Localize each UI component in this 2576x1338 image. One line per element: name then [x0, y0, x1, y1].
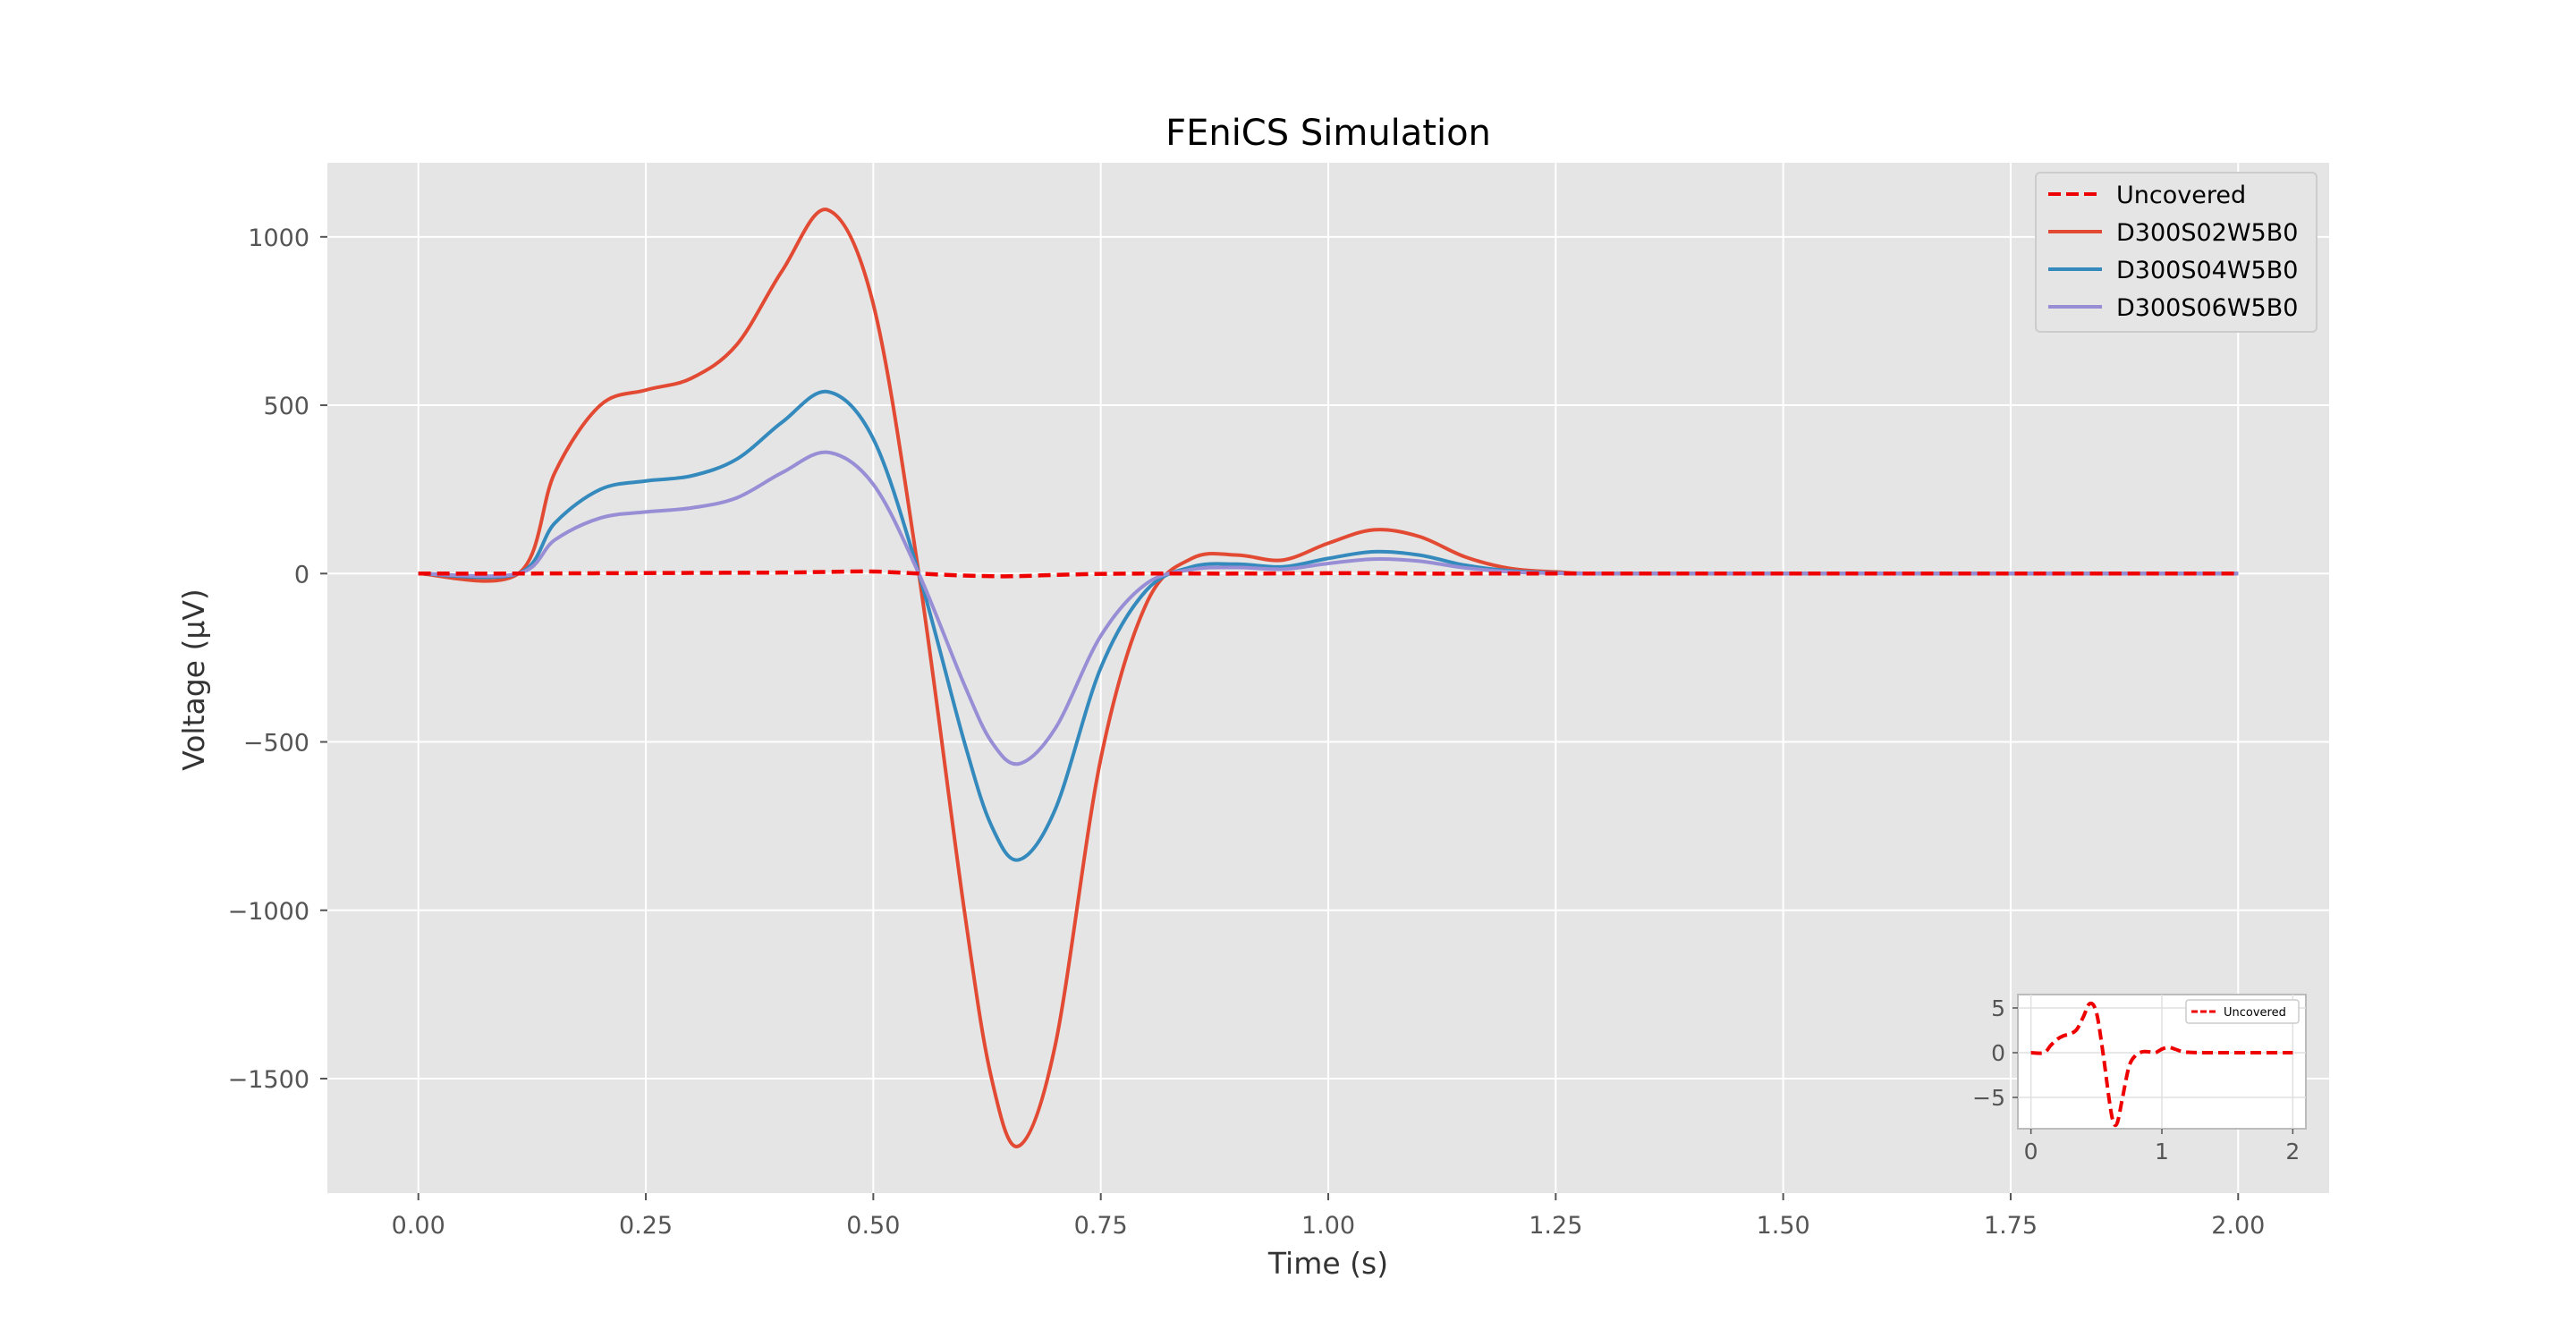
- x-tick-label: 1.25: [1529, 1212, 1582, 1240]
- chart-title: FEniCS Simulation: [1165, 113, 1491, 154]
- x-tick-label: 0.25: [619, 1212, 673, 1240]
- x-tick-label: 2.00: [2211, 1212, 2265, 1240]
- inset-y-tick-label: 0: [1991, 1040, 2005, 1066]
- inset-legend-frame: [2185, 999, 2300, 1024]
- inset-y-tick-labels: 5 0 −5: [1972, 995, 2018, 1111]
- x-tick-label: 0.75: [1074, 1212, 1128, 1240]
- legend-entry-d300s04w5b0: D300S04W5B0: [2048, 257, 2298, 284]
- x-axis-label: Time (s): [1267, 1246, 1388, 1281]
- legend-frame: [2035, 172, 2318, 333]
- x-tick-label: 0.00: [392, 1212, 445, 1240]
- y-tick-label: −1000: [228, 898, 309, 926]
- inset-x-tick-labels: 0 1 2: [2024, 1129, 2300, 1164]
- y-axis-label: Voltage (μV): [176, 589, 211, 771]
- y-tick-labels: 1000 500 0 −500 −1000 −1500: [228, 224, 327, 1094]
- legend-label-uncovered: Uncovered: [2116, 182, 2246, 209]
- legend-label-d300s02w5b0: D300S02W5B0: [2116, 219, 2298, 247]
- inset-y-tick-label: 5: [1991, 995, 2005, 1021]
- x-tick-label: 0.50: [846, 1212, 900, 1240]
- inset-x-tick-label: 0: [2024, 1139, 2038, 1164]
- y-tick-label: −500: [243, 730, 309, 758]
- inset-y-tick-label: −5: [1972, 1085, 2005, 1111]
- x-tick-label: 1.00: [1301, 1212, 1355, 1240]
- x-tick-labels: 0.00 0.25 0.50 0.75 1.00 1.25 1.50 1.75 2.00: [392, 1193, 2265, 1240]
- inset-legend-label-uncovered: Uncovered: [2224, 1006, 2286, 1020]
- y-tick-label: −1500: [228, 1066, 309, 1094]
- legend-label-d300s04w5b0: D300S04W5B0: [2116, 257, 2298, 284]
- x-tick-label: 1.75: [1984, 1212, 2038, 1240]
- x-tick-label: 1.50: [1757, 1212, 1810, 1240]
- inset-x-tick-label: 1: [2155, 1139, 2169, 1164]
- main-axes: 0.00 0.25 0.50 0.75 1.00 1.25 1.50 1.75 2.00 100…: [228, 163, 2329, 1240]
- series-line-d300s02w5b0: [418, 207, 2239, 1148]
- y-tick-label: 1000: [248, 224, 309, 252]
- y-tick-label: 500: [263, 393, 309, 420]
- series-lines: [418, 207, 2239, 1148]
- y-tick-label: 0: [294, 561, 309, 589]
- inset-axes: 0 1 2 5 0 −5 Uncovered: [1972, 994, 2307, 1164]
- inset-x-tick-label: 2: [2285, 1139, 2300, 1164]
- legend-entry-uncovered: Uncovered: [2048, 182, 2246, 209]
- legend: Uncovered D300S02W5B0 D300S04W5B0 D300S0…: [2035, 172, 2318, 333]
- legend-entry-d300s02w5b0: D300S02W5B0: [2048, 219, 2298, 247]
- legend-label-d300s06w5b0: D300S06W5B0: [2116, 294, 2298, 322]
- legend-entry-d300s06w5b0: D300S06W5B0: [2048, 294, 2298, 322]
- series-line-uncovered: [418, 569, 2239, 579]
- inset-legend: Uncovered: [2185, 999, 2300, 1024]
